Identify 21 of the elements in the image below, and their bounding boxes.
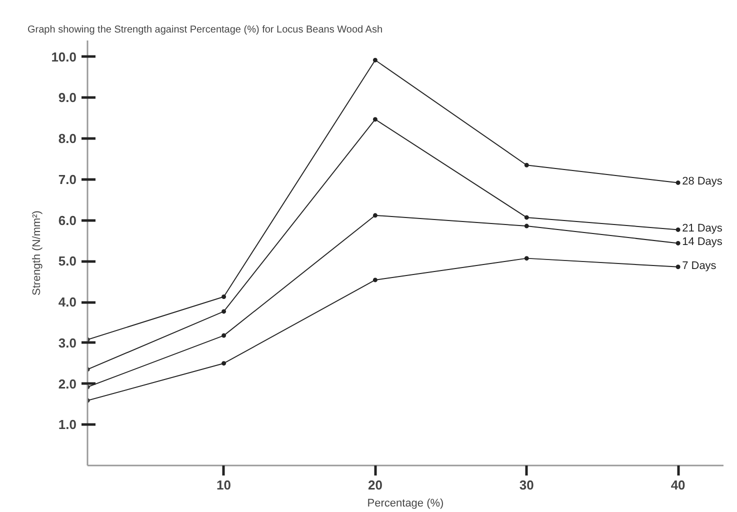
series-label: 7 Days bbox=[682, 260, 717, 272]
y-tick-label: 7.0 bbox=[58, 172, 77, 187]
x-tick-label: 10 bbox=[216, 478, 232, 492]
y-tick-label: 8.0 bbox=[58, 131, 77, 146]
y-tick-label: 5.0 bbox=[58, 254, 77, 269]
y-tick-label: 6.0 bbox=[58, 212, 77, 228]
y-tick-label: 10.0 bbox=[51, 49, 77, 64]
chart-title: Graph showing the Strength against Percentage (%) for Locus Beans Wood Ash bbox=[28, 24, 383, 36]
x-axis-title: Percentage (%) bbox=[367, 498, 444, 510]
series-label: 28 Days bbox=[682, 176, 723, 188]
y-tick-label: 3.0 bbox=[58, 335, 77, 350]
x-tick-label: 30 bbox=[519, 478, 534, 492]
y-tick-label: 2.0 bbox=[58, 376, 77, 392]
x-tick-label: 20 bbox=[368, 478, 382, 492]
series-label: 14 Days bbox=[682, 236, 723, 248]
y-tick-label: 1.0 bbox=[58, 417, 77, 432]
y-tick-label: 9.0 bbox=[58, 90, 77, 106]
y-axis-title: Strength (N/mm²) bbox=[31, 210, 44, 296]
series-label: 21 Days bbox=[682, 222, 723, 235]
y-tick-label: 4.0 bbox=[58, 294, 77, 310]
x-tick-label: 40 bbox=[670, 478, 686, 492]
